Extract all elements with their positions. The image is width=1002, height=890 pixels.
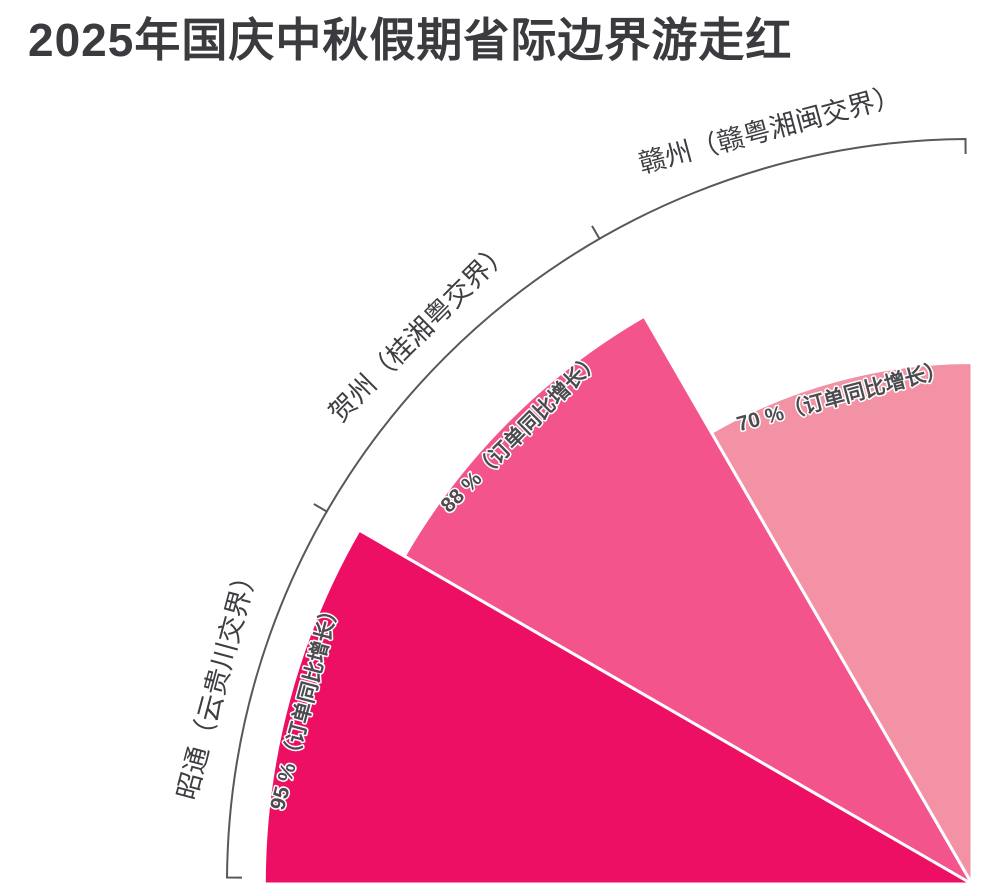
category-label-1: 贺州（桂湘粤交界） (323, 235, 516, 428)
category-label-2: 赣州（赣粤湘闽交界） (636, 80, 905, 179)
sector-0 (262, 528, 974, 886)
page-title: 2025年国庆中秋假期省际边界游走红 (28, 14, 793, 66)
sector-1 (402, 314, 974, 886)
axis-tick-1 (313, 503, 329, 513)
sector-2 (709, 361, 974, 886)
category-label-0: 昭通（云贵川交界） (172, 561, 264, 803)
axis-tick-2 (591, 225, 601, 241)
category-axis-arc (225, 137, 967, 879)
